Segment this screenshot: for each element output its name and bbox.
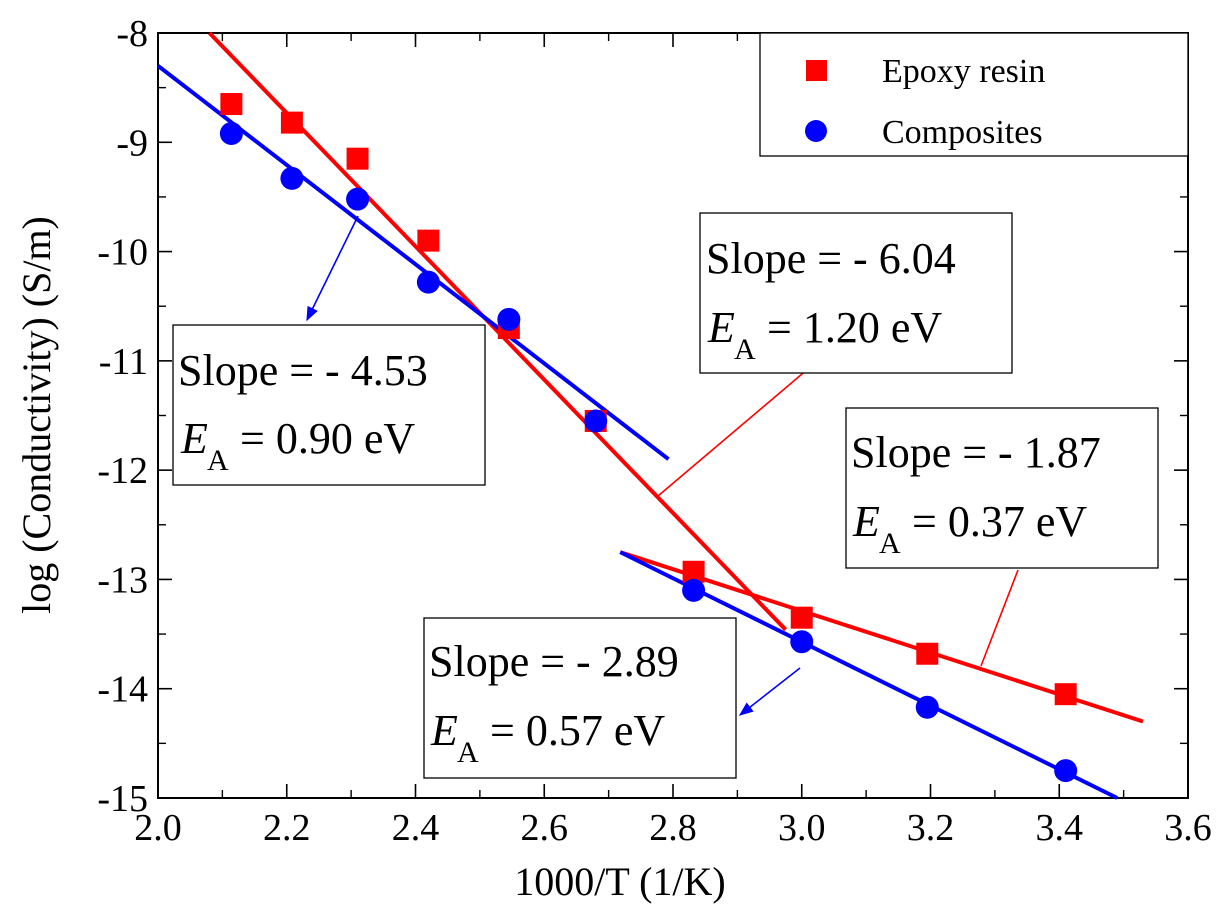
composites-point: [346, 187, 370, 211]
annotation-box-6-04: [699, 212, 1013, 374]
annotation-slope-text-1-87: Slope = - 1.87: [851, 428, 1101, 477]
y-tick-label: -10: [97, 232, 148, 274]
legend: Epoxy resin Composites: [759, 32, 1189, 157]
legend-label-composites: Composites: [882, 114, 1043, 151]
annotation-arrow-4-53: [306, 215, 359, 322]
annotation-box-1-87: [845, 407, 1159, 569]
x-tick-label: 2.6: [521, 807, 569, 849]
annotation-slope-1-87: Slope = - 1.87 E A = 0.37 eV: [845, 407, 1159, 667]
annotation-ea-sub-6-04: A: [734, 333, 756, 366]
y-tick-label: -11: [99, 341, 148, 383]
x-tick-label: 2.0: [134, 807, 182, 849]
annotation-box-4-53: [172, 324, 486, 486]
axis-tick-labels: 2.0 2.2 2.4 2.6 2.8 3.0 3.2 3.4 3.6 -8 -9 -10 -11 -12…: [97, 13, 1211, 849]
legend-box: [759, 32, 1189, 157]
x-tick-label: 2.8: [649, 807, 697, 849]
epoxy-resin-point: [280, 111, 303, 134]
y-axis-title: log (Conductivity) (S/m): [14, 216, 59, 614]
y-tick-label: -12: [97, 450, 148, 492]
annotation-ea-value-4-53: = 0.90 eV: [240, 414, 415, 463]
x-tick-label: 3.6: [1164, 807, 1212, 849]
annotation-ea-value-6-04: = 1.20 eV: [767, 303, 942, 352]
composites-point: [219, 122, 243, 146]
annotation-ea-sub-4-53: A: [207, 444, 229, 477]
epoxy-resin-point: [1054, 683, 1077, 706]
annotation-ea-sub-2-89: A: [457, 736, 479, 769]
annotation-ea-symbol-1-87: E: [852, 497, 880, 546]
composite-high-T-fit: [156, 64, 670, 461]
epoxy-resin-point: [417, 229, 440, 252]
annotation-ea-symbol-2-89: E: [430, 706, 458, 755]
annotation-ea-value-2-89: = 0.57 eV: [490, 706, 665, 755]
x-tick-label: 2.4: [392, 807, 440, 849]
annotation-ea-value-1-87: = 0.37 eV: [912, 497, 1087, 546]
annotation-ea-symbol-4-53: E: [180, 414, 208, 463]
epoxy-resin-point: [346, 147, 369, 170]
composites-point: [280, 166, 304, 190]
x-tick-label: 3.2: [907, 807, 955, 849]
y-tick-label: -8: [116, 13, 148, 55]
annotation-arrow-2-89: [738, 667, 801, 716]
annotation-slope-2-89: Slope = - 2.89 E A = 0.57 eV: [423, 617, 801, 779]
epoxy-resin-point: [682, 560, 705, 583]
x-axis-title: 1000/T (1/K): [514, 859, 725, 904]
annotation-slope-6-04: Slope = - 6.04 E A = 1.20 eV: [657, 212, 1013, 497]
composites-point: [416, 270, 440, 294]
epoxy-resin-point: [916, 642, 939, 665]
annotation-box-2-89: [423, 617, 737, 779]
x-tick-label: 3.4: [1036, 807, 1084, 849]
composites-point: [1054, 759, 1078, 783]
y-tick-label: -14: [97, 669, 148, 711]
data-points: [219, 93, 1078, 783]
y-tick-label: -13: [97, 559, 148, 601]
composites-point: [497, 307, 521, 331]
annotation-slope-text-4-53: Slope = - 4.53: [178, 346, 428, 395]
annotation-slope-text-2-89: Slope = - 2.89: [429, 637, 679, 686]
legend-marker-composites: [805, 120, 827, 142]
x-tick-label: 3.0: [778, 807, 826, 849]
composites-point: [790, 630, 814, 654]
composites-point: [682, 578, 706, 602]
annotation-slope-4-53: Slope = - 4.53 E A = 0.90 eV: [172, 215, 486, 486]
y-tick-label: -15: [97, 778, 148, 820]
annotation-ea-sub-1-87: A: [879, 527, 901, 560]
annotation-arrow-1-87: [980, 569, 1019, 667]
annotation-ea-symbol-6-04: E: [707, 303, 735, 352]
composites-point: [915, 695, 939, 719]
x-tick-label: 2.2: [263, 807, 311, 849]
epoxy-resin-point: [790, 606, 813, 629]
epoxy-high-T-fit: [208, 31, 788, 632]
composites-point: [584, 409, 608, 433]
epoxy-resin-point: [220, 93, 243, 116]
legend-label-epoxy: Epoxy resin: [882, 53, 1045, 90]
annotation-slope-text-6-04: Slope = - 6.04: [706, 234, 956, 283]
y-tick-label: -9: [116, 122, 148, 164]
annotation-arrow-6-04: [657, 351, 830, 497]
legend-marker-epoxy: [806, 60, 827, 81]
